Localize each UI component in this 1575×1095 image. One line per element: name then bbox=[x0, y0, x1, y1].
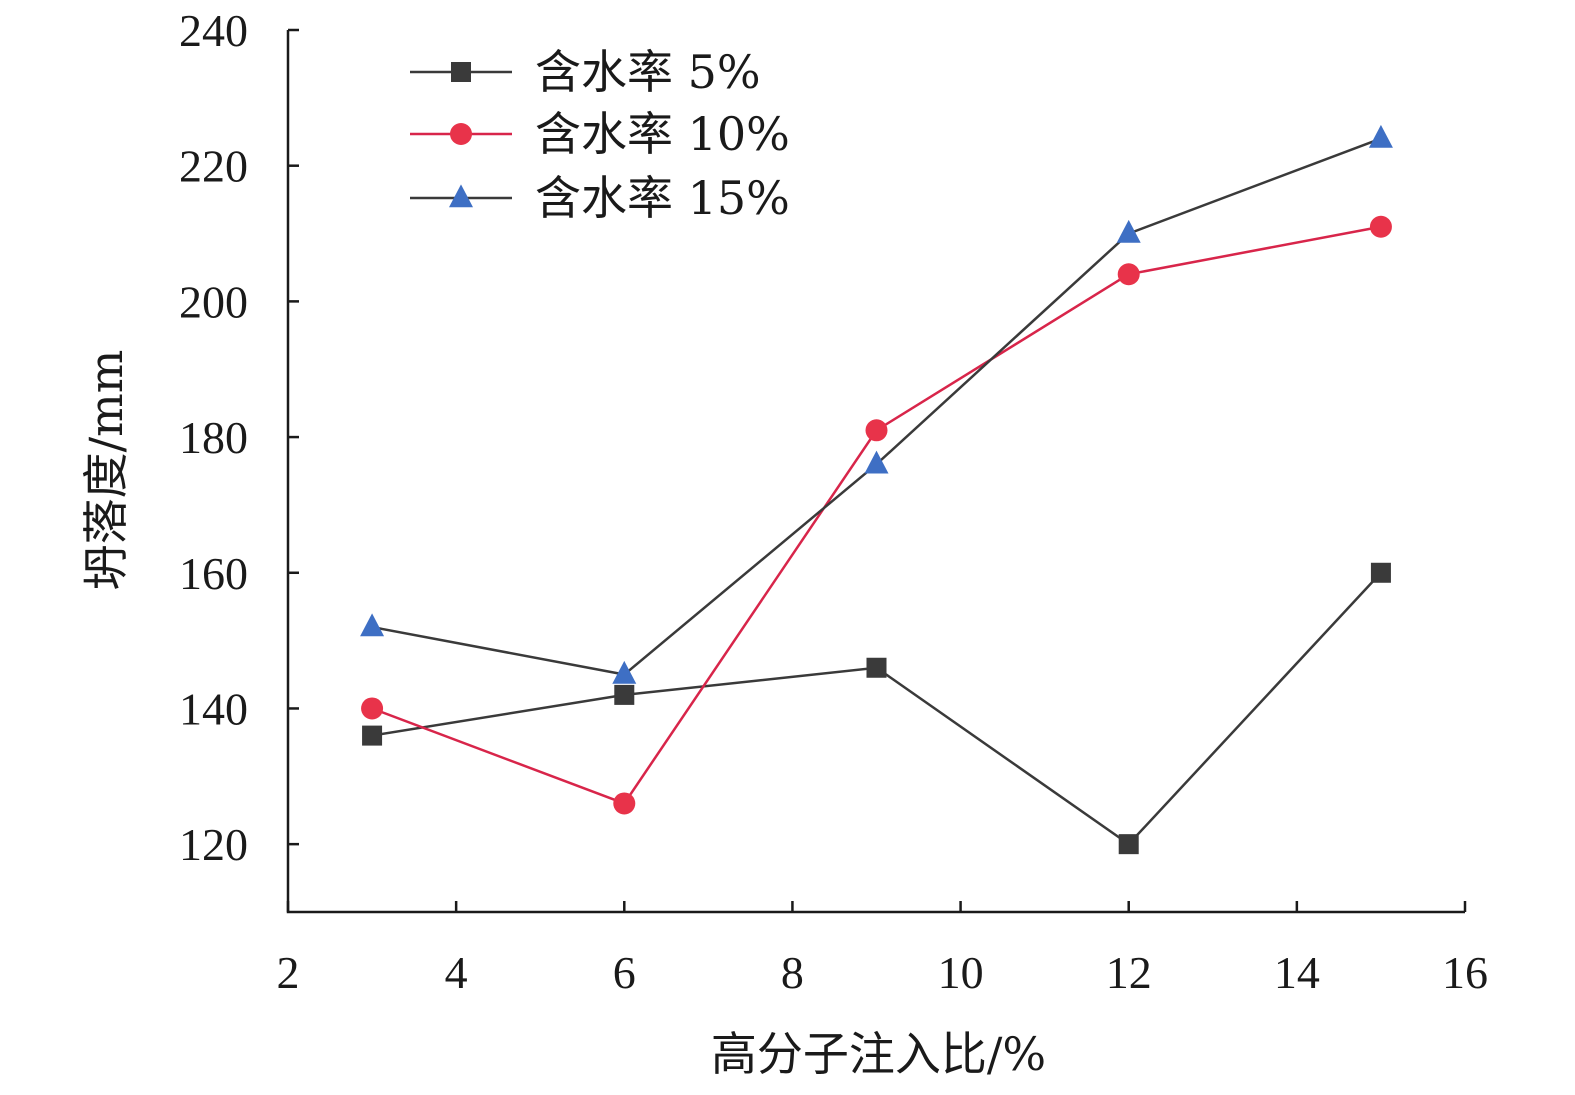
x-tick-label: 8 bbox=[781, 947, 804, 998]
legend-marker bbox=[451, 62, 471, 82]
data-point bbox=[865, 419, 888, 442]
x-tick-label: 2 bbox=[277, 947, 300, 998]
y-tick-label: 180 bbox=[179, 412, 248, 463]
legend-marker bbox=[449, 184, 473, 208]
data-point bbox=[866, 657, 887, 678]
x-tick-label: 12 bbox=[1106, 947, 1152, 998]
data-point bbox=[613, 792, 636, 815]
data-point bbox=[361, 697, 384, 720]
y-tick-label: 220 bbox=[179, 141, 248, 192]
data-point bbox=[1368, 124, 1393, 148]
x-tick-label: 10 bbox=[938, 947, 984, 998]
legend-entry: 含水率 10% bbox=[410, 107, 790, 161]
x-tick-label: 6 bbox=[613, 947, 636, 998]
y-tick-label: 120 bbox=[179, 819, 248, 870]
data-point bbox=[864, 450, 889, 474]
y-tick-label: 140 bbox=[179, 683, 248, 734]
legend-label: 含水率 5% bbox=[535, 45, 761, 99]
x-tick-label: 4 bbox=[445, 947, 468, 998]
series-line bbox=[371, 137, 1382, 676]
series-line bbox=[371, 571, 1382, 846]
legend: 含水率 5% 含水率 10% 含水率 15% bbox=[410, 45, 790, 225]
x-tick-label: 14 bbox=[1274, 947, 1320, 998]
series-1 bbox=[362, 562, 1391, 855]
legend-label: 含水率 15% bbox=[535, 171, 790, 225]
data-point bbox=[1117, 263, 1140, 286]
data-point bbox=[1370, 562, 1391, 583]
y-axis-title: 坍落度/mm bbox=[79, 350, 133, 591]
data-point bbox=[612, 660, 637, 684]
data-point bbox=[1116, 219, 1141, 243]
x-tick-label: 16 bbox=[1442, 947, 1488, 998]
legend-entry: 含水率 5% bbox=[410, 45, 761, 99]
data-point bbox=[1369, 215, 1392, 238]
x-axis-ticks: 2 4 6 8 10 12 14 16 bbox=[277, 901, 1488, 998]
series-layer bbox=[360, 124, 1393, 855]
y-tick-label: 200 bbox=[179, 276, 248, 327]
data-point bbox=[1118, 834, 1139, 855]
legend-marker bbox=[450, 123, 472, 145]
y-tick-label: 160 bbox=[179, 548, 248, 599]
series-2 bbox=[361, 215, 1392, 815]
series-line bbox=[371, 225, 1382, 805]
x-axis-title: 高分子注入比/% bbox=[711, 1027, 1046, 1081]
legend-label: 含水率 10% bbox=[535, 107, 790, 161]
series-3 bbox=[360, 124, 1393, 684]
legend-entry: 含水率 15% bbox=[410, 171, 790, 225]
data-point bbox=[614, 684, 635, 705]
data-point bbox=[360, 613, 385, 637]
y-tick-label: 240 bbox=[179, 5, 248, 56]
y-axis-ticks: 120 140 160 180 200 220 240 bbox=[179, 5, 299, 870]
data-point bbox=[362, 725, 383, 746]
